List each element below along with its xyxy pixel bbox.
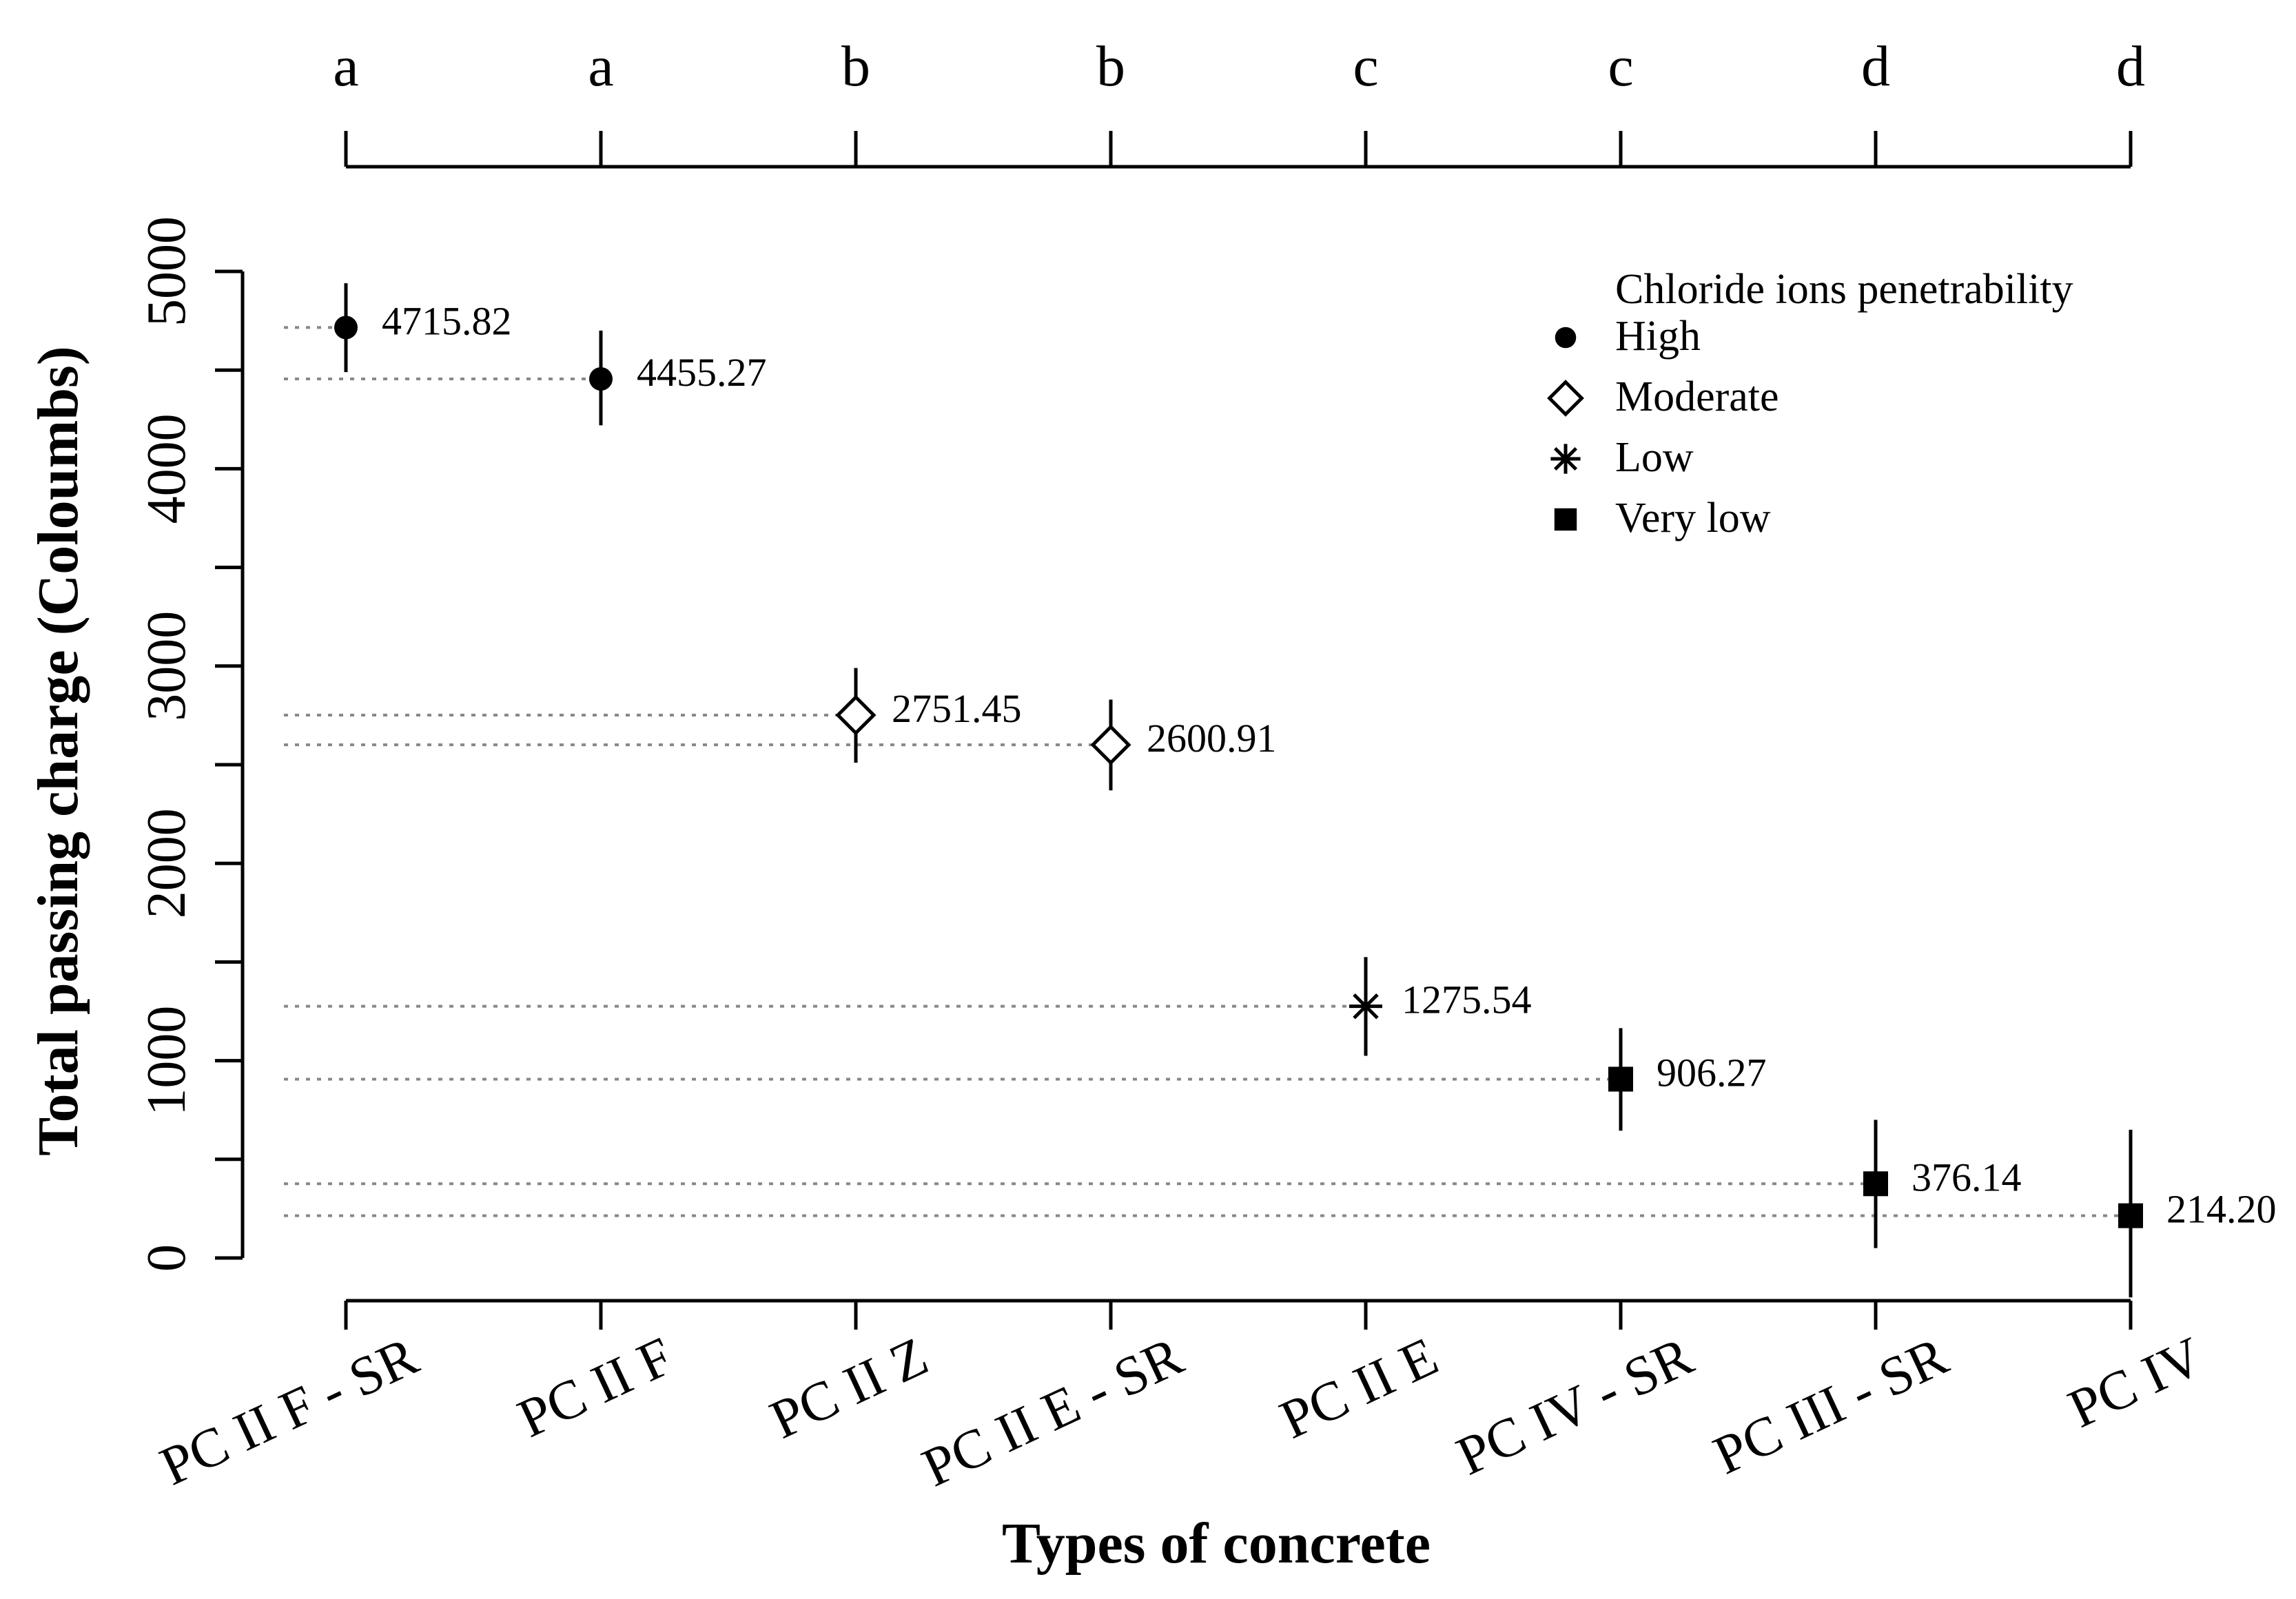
y-tick-label: 3000 [136, 611, 197, 721]
data-label: 4455.27 [637, 350, 767, 395]
data-label: 2600.91 [1147, 716, 1277, 761]
y-axis: 0 1000 2000 3000 4000 5000 [136, 216, 245, 1272]
data-point [1608, 1066, 1633, 1092]
group-letter: c [1608, 34, 1633, 99]
data-point [334, 316, 358, 340]
group-letter: d [1861, 34, 1890, 99]
y-tick-label: 4000 [136, 413, 197, 524]
legend-title: Chloride ions penetrability [1615, 266, 2073, 313]
x-tick-label: PC II E - SR [914, 1325, 1192, 1498]
group-letter: c [1353, 34, 1378, 99]
group-letter: a [588, 34, 613, 99]
data-label: 376.14 [1911, 1155, 2022, 1199]
asterisk-stroke [1553, 446, 1578, 471]
y-tick-label: 1000 [136, 1006, 197, 1116]
asterisk-icon [1550, 444, 1581, 474]
group-letter: a [333, 34, 358, 99]
data-point [1349, 989, 1382, 1023]
y-tick-label: 5000 [136, 216, 197, 327]
x-axis-title: Types of concrete [1002, 1512, 1431, 1576]
data-label: 214.20 [2166, 1187, 2277, 1232]
x-tick-label: PC III - SR [1705, 1325, 1957, 1486]
group-letter: b [1096, 34, 1125, 99]
data-label: 4715.82 [382, 298, 512, 343]
data-point [589, 367, 613, 391]
y-tick-label: 2000 [136, 808, 197, 918]
data-point [1090, 724, 1131, 765]
circle-icon [1555, 327, 1577, 349]
legend-entry-label: Low [1615, 434, 1694, 481]
x-tick-label: PC II E [1271, 1326, 1447, 1451]
diamond-icon [1547, 380, 1584, 417]
asterisk-stroke [1353, 993, 1379, 1020]
x-tick-label: PC IV [2060, 1326, 2212, 1440]
x-tick-label: PC II F [509, 1326, 682, 1450]
x-axis: PC II F - SR PC II F PC II ZPC II E - SR PC… [152, 1299, 2212, 1498]
data-point [1863, 1171, 1888, 1197]
y-tick-label: 0 [136, 1244, 197, 1272]
square-icon [1554, 508, 1577, 531]
legend-entry-label: High [1615, 313, 1701, 360]
legend-entry-label: Very low [1615, 495, 1771, 541]
y-axis-title: Total passing charge (Coloumbs) [26, 346, 90, 1155]
reference-lines [284, 326, 2131, 1217]
group-letter: d [2116, 34, 2145, 99]
x-tick-label: PC II F - SR [152, 1325, 427, 1497]
x-tick-label: PC II Z [761, 1326, 937, 1451]
data-label: 906.27 [1657, 1050, 1767, 1095]
legend-entry-label: Moderate [1615, 373, 1779, 420]
data-point [835, 694, 877, 736]
data-points: 4715.82 4455.27 2751.45 2600.91 1275.54 906.2… [334, 283, 2277, 1298]
data-label: 1275.54 [1402, 978, 1532, 1022]
group-letter: b [841, 34, 870, 99]
x-tick-label: PC IV - SR [1448, 1325, 1702, 1487]
data-label: 2751.45 [892, 686, 1022, 731]
data-point [2118, 1203, 2143, 1228]
